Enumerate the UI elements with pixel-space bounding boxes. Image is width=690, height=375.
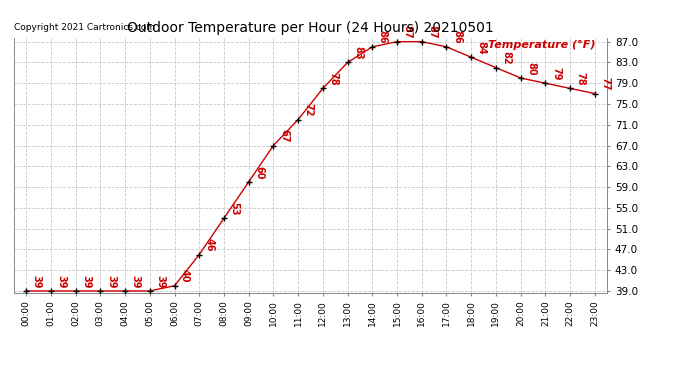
Text: 39: 39 [130,274,141,288]
Text: 53: 53 [230,202,239,216]
Text: 60: 60 [254,166,264,179]
Text: 79: 79 [551,67,561,80]
Text: 39: 39 [57,274,66,288]
Text: 46: 46 [205,238,215,252]
Text: 39: 39 [106,274,116,288]
Text: 86: 86 [378,30,388,44]
Text: 39: 39 [81,274,91,288]
Title: Outdoor Temperature per Hour (24 Hours) 20210501: Outdoor Temperature per Hour (24 Hours) … [127,21,494,35]
Text: Temperature (°F): Temperature (°F) [488,40,595,50]
Text: 67: 67 [279,129,289,143]
Text: 40: 40 [180,270,190,283]
Text: 83: 83 [353,46,363,60]
Text: 87: 87 [402,25,413,39]
Text: 78: 78 [328,72,338,86]
Text: 39: 39 [155,274,166,288]
Text: 72: 72 [304,103,314,117]
Text: 39: 39 [32,274,41,288]
Text: 78: 78 [575,72,586,86]
Text: 84: 84 [477,41,486,54]
Text: 86: 86 [452,30,462,44]
Text: 80: 80 [526,62,536,75]
Text: 82: 82 [502,51,511,65]
Text: Copyright 2021 Cartronics.com: Copyright 2021 Cartronics.com [14,23,155,32]
Text: 77: 77 [600,77,611,91]
Text: 87: 87 [427,25,437,39]
